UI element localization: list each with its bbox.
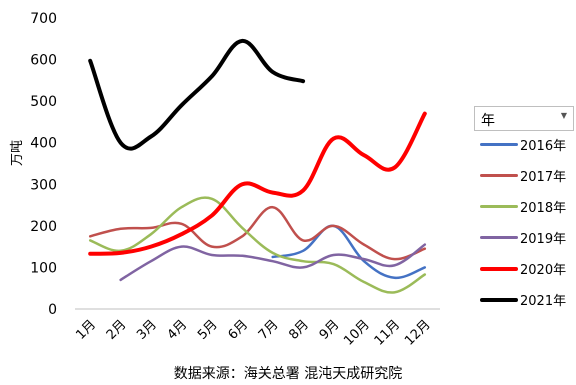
x-tick-label: 5月 bbox=[195, 317, 221, 343]
legend-item[interactable]: 2018年 bbox=[480, 195, 576, 217]
series-2018年 bbox=[88, 196, 427, 294]
y-axis-label: 万吨 bbox=[10, 139, 25, 166]
legend-item[interactable]: 2019年 bbox=[480, 226, 576, 248]
y-tick-label: 300 bbox=[30, 177, 57, 193]
y-axis-tick-labels: 0 100 200 300 400 500 600 700 bbox=[30, 11, 57, 318]
x-tick-label: 3月 bbox=[134, 317, 160, 343]
series-line bbox=[271, 224, 427, 280]
y-tick-label: 400 bbox=[30, 136, 57, 152]
series-2017年 bbox=[88, 205, 427, 261]
x-tick-label: 8月 bbox=[286, 317, 312, 343]
x-tick-label: 2月 bbox=[104, 317, 130, 343]
legend: 年 ▼ 2016年 2017年 2018年 2019年 2020年 2021年 bbox=[472, 103, 576, 309]
series-line bbox=[88, 38, 306, 151]
series-2021年 bbox=[88, 38, 306, 151]
legend-item[interactable]: 2020年 bbox=[480, 257, 576, 279]
legend-label: 2018年 bbox=[520, 201, 567, 216]
series-lines bbox=[88, 38, 427, 294]
dropdown-arrow-icon: ▼ bbox=[560, 111, 567, 120]
x-tick-label: 7月 bbox=[256, 317, 282, 343]
legend-swatch bbox=[480, 143, 518, 146]
x-tick-label: 6月 bbox=[225, 317, 251, 343]
series-2020年 bbox=[88, 111, 427, 256]
series-line bbox=[88, 205, 427, 261]
y-tick-label: 700 bbox=[30, 11, 57, 27]
legend-swatch bbox=[480, 174, 518, 177]
y-tick-label: 600 bbox=[30, 53, 57, 69]
x-tick-label: 1月 bbox=[73, 317, 99, 343]
legend-item[interactable]: 2021年 bbox=[480, 288, 576, 310]
series-line bbox=[88, 111, 427, 256]
series-2016年 bbox=[271, 224, 427, 280]
legend-label: 2019年 bbox=[520, 232, 567, 247]
legend-label: 2021年 bbox=[520, 294, 567, 309]
legend-item[interactable]: 2017年 bbox=[480, 164, 576, 186]
x-tick-label: 11月 bbox=[372, 317, 403, 348]
legend-swatch bbox=[480, 205, 518, 208]
y-tick-label: 0 bbox=[48, 302, 57, 318]
legend-swatch bbox=[480, 267, 518, 271]
legend-swatch bbox=[480, 298, 518, 302]
legend-label: 2016年 bbox=[520, 139, 567, 154]
legend-filter-dropdown[interactable]: 年 ▼ bbox=[474, 106, 574, 131]
legend-item[interactable]: 2016年 bbox=[480, 133, 576, 155]
series-2019年 bbox=[119, 243, 427, 282]
series-line bbox=[119, 243, 427, 282]
legend-title: 年 bbox=[481, 113, 495, 129]
source-note: 数据来源：海关总署 混沌天成研究院 bbox=[173, 366, 403, 382]
y-tick-label: 500 bbox=[30, 94, 57, 110]
series-line bbox=[88, 196, 427, 294]
y-tick-label: 200 bbox=[30, 219, 57, 235]
legend-label: 2017年 bbox=[520, 170, 567, 185]
y-tick-label: 100 bbox=[30, 260, 57, 276]
x-tick-label: 10月 bbox=[341, 317, 372, 348]
x-tick-label: 12月 bbox=[402, 317, 433, 348]
legend-label: 2020年 bbox=[520, 263, 567, 278]
legend-swatch bbox=[480, 236, 518, 239]
x-tick-label: 4月 bbox=[165, 317, 191, 343]
x-tick-label: 9月 bbox=[317, 317, 343, 343]
